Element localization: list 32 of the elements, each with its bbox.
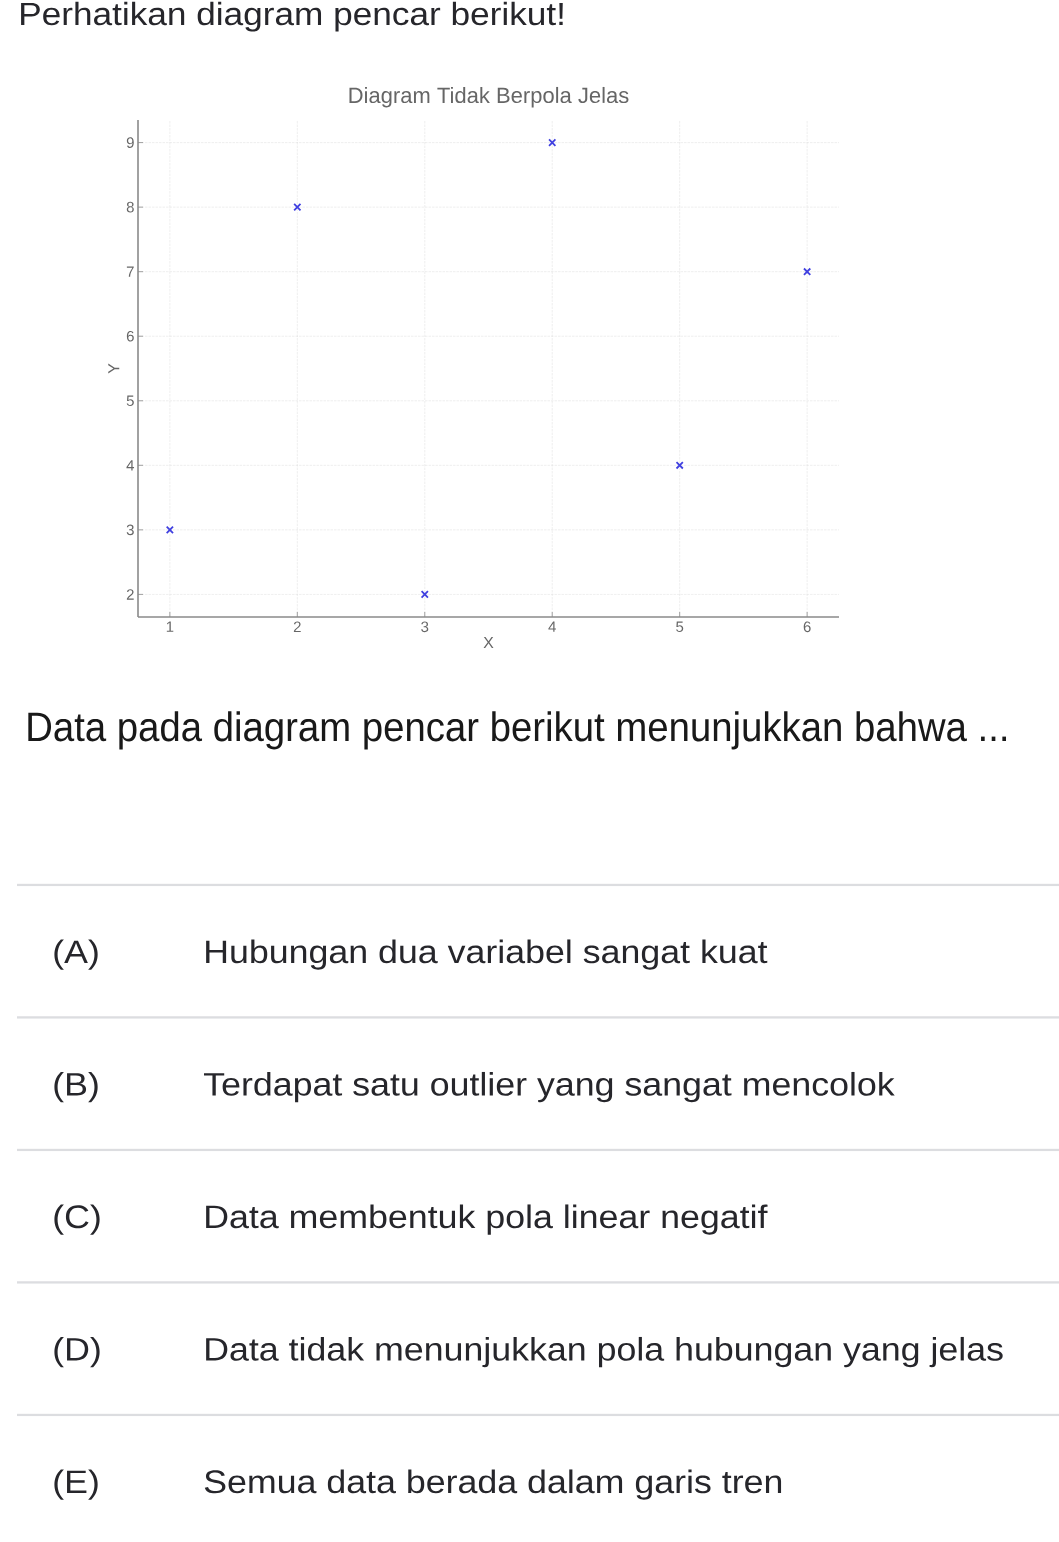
y-tick-label: 8 (126, 201, 134, 213)
y-tick-label: 2 (126, 589, 134, 600)
text: Data pada diagram pencar berikut menunjukkan bahwa ... (28, 711, 1007, 750)
x-tick-label: 3 (421, 621, 429, 633)
y-tick-label: 9 (126, 137, 134, 148)
x-tick-label: 4 (548, 621, 556, 632)
text: Hubungan dua variabel sangat kuat (206, 939, 768, 970)
text: (E) (54, 1469, 98, 1500)
point (165, 525, 174, 534)
text: Semua data berada dalam garis tren (204, 1469, 782, 1500)
text: (A) (54, 939, 98, 970)
y-tick-label: 4 (126, 460, 135, 471)
text: Data membentuk pola linear negatif (206, 1204, 768, 1235)
y-tick-label: 3 (126, 524, 134, 536)
chart-title: Diagram Tidak Berpola Jelas (349, 86, 629, 108)
x-tick-label: 1 (166, 621, 174, 632)
y-tick-label: 6 (126, 330, 134, 342)
y-tick-label: 7 (126, 266, 134, 277)
y-tick-label: 5 (126, 395, 134, 406)
x-axis-title: X (483, 637, 494, 649)
point (803, 267, 812, 276)
text: (D) (54, 1336, 100, 1368)
y-axis-title: Y (108, 363, 120, 374)
text: Data tidak menunjukkan pola hubungan yang jelas (206, 1336, 1003, 1368)
text: (C) (54, 1204, 100, 1235)
text: (B) (54, 1071, 98, 1103)
x-tick-label: 6 (803, 621, 811, 633)
x-tick-label: 2 (293, 621, 301, 632)
text: Terdapat satu outlier yang sangat mencolok (204, 1071, 895, 1103)
x-tick-label: 5 (676, 621, 684, 632)
point (548, 138, 557, 147)
text: Perhatikan diagram pencar berikut! (21, 1, 563, 32)
